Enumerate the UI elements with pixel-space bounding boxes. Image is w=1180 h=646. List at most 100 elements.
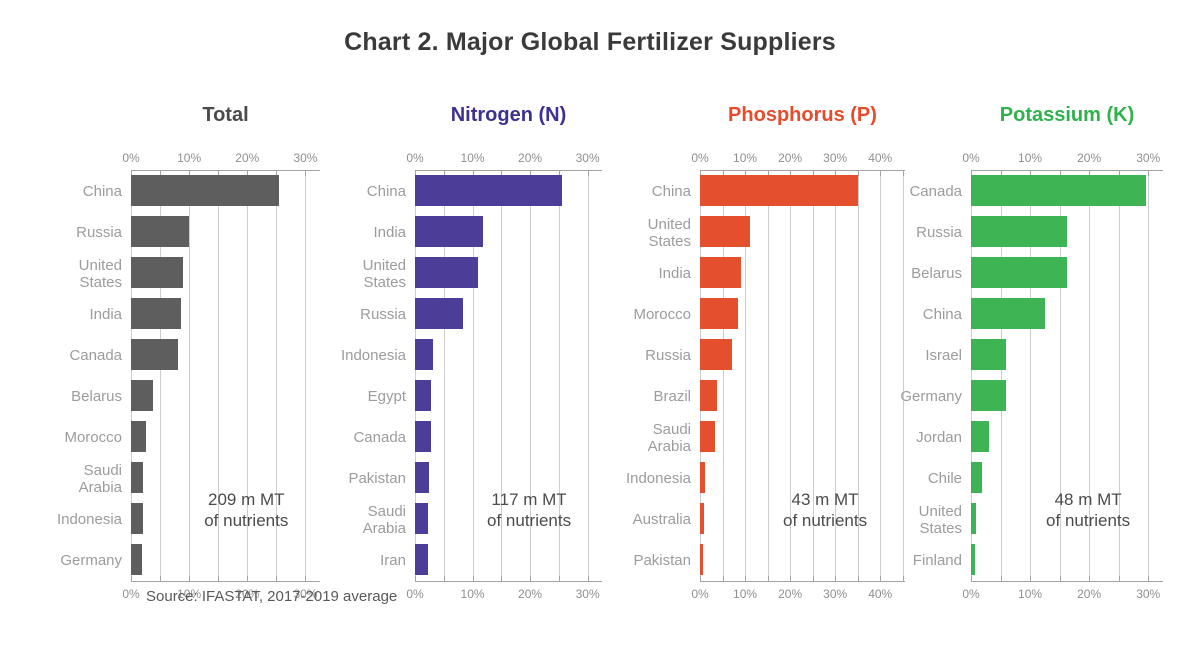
- bar-brazil: [700, 380, 717, 412]
- axis-tick: [767, 576, 769, 582]
- axis-tick: [1118, 576, 1120, 582]
- axis-tick: [472, 171, 474, 177]
- category-label: India: [373, 224, 406, 242]
- axis-tick: [1000, 576, 1002, 582]
- chart-total-annotation: 209 m MT of nutrients: [204, 490, 289, 531]
- gridline: [276, 171, 278, 582]
- axis-tick: [305, 576, 307, 582]
- gridline: [247, 171, 249, 582]
- chart-total: Total 0% 10% 20% 30% China Russia United Stat…: [36, 86, 320, 606]
- gridline: [971, 171, 972, 582]
- axis-tick-label: 20%: [1077, 587, 1102, 602]
- category-label: Russia: [645, 347, 691, 365]
- axis-tick: [812, 576, 814, 582]
- axis-tick: [1030, 171, 1032, 177]
- bar-saudi-arabia: [415, 503, 429, 535]
- axis-tick: [790, 171, 792, 177]
- axis-tick: [767, 171, 769, 177]
- bar-pakistan: [415, 462, 430, 494]
- axis-tick-label: 20%: [235, 151, 260, 166]
- category-label: Canada: [909, 183, 962, 201]
- category-label: Canada: [69, 347, 122, 365]
- chart-phosphorus-top-axis: 0% 10% 20% 30% 40%: [691, 145, 905, 172]
- axis-tick: [415, 171, 416, 177]
- gridline: [160, 171, 162, 582]
- bar-belarus: [971, 257, 1067, 289]
- bar-finland: [971, 544, 975, 576]
- bar-united-states: [415, 257, 478, 289]
- axis-tick: [700, 576, 701, 582]
- chart-total-title: Total: [202, 103, 249, 126]
- axis-tick: [189, 576, 191, 582]
- category-label: United States: [647, 215, 691, 250]
- gridline: [1030, 171, 1032, 582]
- bar-canada: [971, 175, 1146, 207]
- chart-phosphorus-title: Phosphorus (P): [728, 103, 877, 126]
- bar-pakistan: [700, 544, 704, 576]
- axis-tick: [472, 576, 474, 582]
- category-label: Jordan: [916, 429, 962, 447]
- axis-tick-label: 0%: [406, 587, 424, 602]
- axis-tick: [501, 171, 503, 177]
- chart-phosphorus: Phosphorus (P) 0% 10% 20% 30% 40% China Unite…: [625, 86, 905, 606]
- axis-tick: [880, 576, 882, 582]
- category-label: Finland: [912, 552, 962, 570]
- axis-tick: [1059, 576, 1061, 582]
- gridline: [902, 171, 904, 582]
- axis-tick: [160, 576, 162, 582]
- axis-tick: [131, 576, 132, 582]
- axis-tick: [1089, 576, 1091, 582]
- axis-tick-label: 20%: [778, 587, 803, 602]
- category-label: Russia: [76, 224, 122, 242]
- axis-tick: [160, 171, 162, 177]
- bar-chile: [971, 462, 983, 494]
- gridline: [530, 171, 532, 582]
- bar-indonesia: [700, 462, 705, 494]
- axis-tick: [247, 171, 249, 177]
- axis-tick: [501, 576, 503, 582]
- bar-india: [131, 298, 181, 330]
- gridline: [305, 171, 307, 582]
- bar-saudi-arabia: [131, 462, 144, 494]
- category-label: United States: [362, 256, 406, 291]
- axis-tick-label: 0%: [962, 151, 980, 166]
- axis-tick: [745, 576, 747, 582]
- bar-united-states: [971, 503, 976, 535]
- gridline: [790, 171, 792, 582]
- axis-tick-label: 0%: [962, 587, 980, 602]
- axis-tick-label: 10%: [177, 151, 202, 166]
- category-label: Indonesia: [340, 347, 406, 365]
- category-label: Belarus: [911, 265, 962, 283]
- axis-tick-label: 10%: [460, 587, 485, 602]
- axis-tick: [835, 576, 837, 582]
- category-label: Iran: [380, 552, 406, 570]
- axis-tick: [530, 171, 532, 177]
- axis-tick: [902, 171, 904, 177]
- bar-jordan: [971, 421, 989, 453]
- gridline: [700, 171, 701, 582]
- axis-tick-label: 20%: [518, 151, 543, 166]
- chart-nitrogen: Nitrogen (N) 0% 10% 20% 30% China India Unite…: [333, 86, 602, 606]
- gridline: [1148, 171, 1150, 582]
- axis-tick-label: 30%: [575, 151, 600, 166]
- chart-potassium-annotation: 48 m MT of nutrients: [1046, 490, 1131, 531]
- bar-russia: [700, 339, 733, 371]
- axis-tick-label: 10%: [733, 587, 758, 602]
- bar-morocco: [700, 298, 738, 330]
- axis-tick-label: 20%: [518, 587, 543, 602]
- axis-tick-label: 0%: [122, 587, 140, 602]
- chart-phosphorus-category-labels: China United States India Morocco Russia Braz…: [625, 171, 700, 581]
- gridline: [767, 171, 769, 582]
- gridline: [558, 171, 560, 582]
- bar-united-states: [700, 216, 750, 248]
- axis-tick-label: 40%: [868, 587, 893, 602]
- axis-tick: [443, 171, 445, 177]
- gridline: [835, 171, 837, 582]
- chart-total-category-labels: China Russia United States India Canada Belar…: [36, 171, 131, 581]
- bar-belarus: [131, 380, 154, 412]
- bar-germany: [971, 380, 1006, 412]
- axis-tick: [1000, 171, 1002, 177]
- axis-tick: [745, 171, 747, 177]
- category-label: Pakistan: [348, 470, 406, 488]
- axis-tick: [218, 576, 220, 582]
